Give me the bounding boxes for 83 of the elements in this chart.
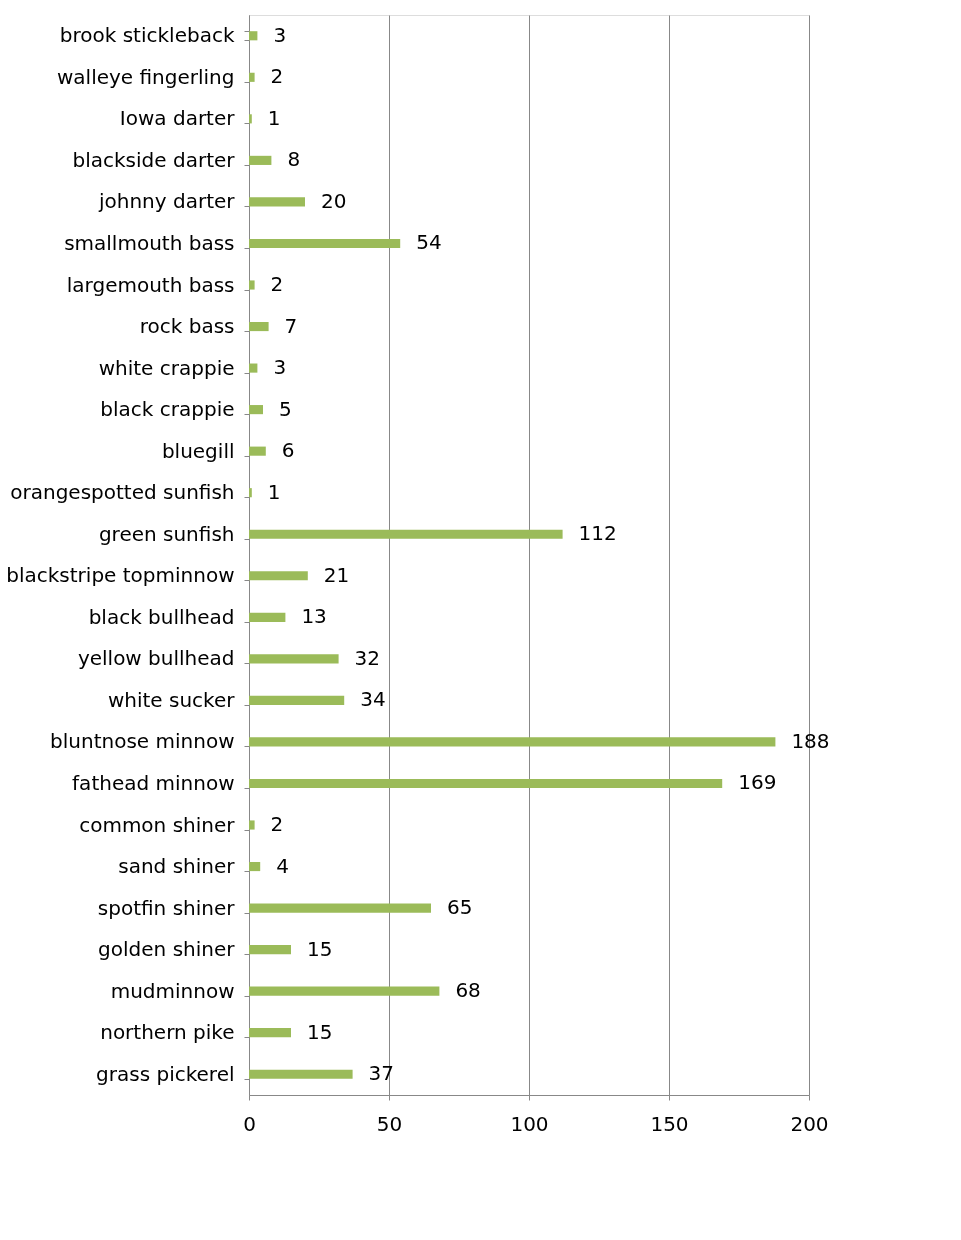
bar <box>249 612 286 622</box>
data-label: 15 <box>307 936 333 961</box>
data-label: 20 <box>321 188 347 213</box>
bar <box>249 114 252 124</box>
bar <box>249 238 401 249</box>
bar <box>249 405 263 415</box>
y-tick-label: johnny darter <box>97 189 236 214</box>
bar <box>249 488 252 498</box>
data-label: 1 <box>267 479 281 504</box>
data-label: 7 <box>284 313 298 338</box>
x-tick-label: 200 <box>790 1111 829 1136</box>
y-tick-label: grass pickerel <box>96 1061 235 1086</box>
bar <box>249 820 255 830</box>
data-label: 3 <box>273 22 287 47</box>
bar <box>249 737 776 747</box>
data-label: 37 <box>368 1061 395 1086</box>
y-tick-label: blackside darter <box>72 147 236 172</box>
data-label: 3 <box>273 355 287 380</box>
y-tick-label: bluntnose minnow <box>50 729 235 754</box>
y-tick-label: northern pike <box>100 1020 235 1045</box>
y-tick-label: common shiner <box>79 812 236 837</box>
data-label: 34 <box>360 687 386 712</box>
y-tick-label: white crappie <box>98 355 235 380</box>
data-label: 1 <box>267 105 281 130</box>
x-tick-label: 50 <box>376 1111 403 1136</box>
data-label: 21 <box>323 562 350 587</box>
bar <box>249 986 440 996</box>
bar <box>249 31 258 41</box>
data-label: 6 <box>281 438 295 463</box>
bar <box>249 446 266 456</box>
data-label: 5 <box>279 396 292 421</box>
bar <box>249 571 308 581</box>
y-tick-label: brook stickleback <box>59 23 235 48</box>
bar <box>249 155 272 165</box>
y-tick-label: largemouth bass <box>66 272 235 297</box>
y-tick-label: smallmouth bass <box>64 230 235 255</box>
bar <box>249 654 339 664</box>
y-tick-label: spotfin shiner <box>97 895 236 920</box>
bar <box>249 529 563 539</box>
bar <box>249 1028 291 1038</box>
data-label: 68 <box>455 978 481 1003</box>
y-tick-label: walleye fingerling <box>56 64 235 89</box>
y-tick-label: orangespotted sunfish <box>10 480 235 505</box>
data-label: 2 <box>270 64 284 89</box>
data-label: 188 <box>791 728 830 753</box>
y-tick-label: bluegill <box>161 438 235 463</box>
data-label: 13 <box>301 604 327 629</box>
y-tick-label: green sunfish <box>98 521 235 546</box>
bar <box>249 778 723 789</box>
y-tick-label: yellow bullhead <box>77 646 235 671</box>
y-tick-label: golden shiner <box>98 937 236 962</box>
bar <box>249 1069 353 1079</box>
data-label: 32 <box>354 645 381 670</box>
y-tick-label: black bullhead <box>88 604 235 629</box>
data-label: 4 <box>276 853 289 878</box>
bar <box>249 903 431 913</box>
y-tick-label: sand shiner <box>118 854 236 879</box>
bar <box>249 695 345 705</box>
data-label: 169 <box>738 770 777 795</box>
y-tick-label: mudminnow <box>110 978 235 1003</box>
bar <box>249 197 305 207</box>
data-label: 65 <box>447 895 473 920</box>
y-tick-label: white sucker <box>107 687 236 712</box>
bar <box>249 72 255 82</box>
data-label: 112 <box>578 521 617 546</box>
bar <box>249 321 269 332</box>
data-label: 2 <box>270 272 284 296</box>
x-tick-label: 150 <box>650 1111 689 1136</box>
y-tick-label: fathead minnow <box>72 770 235 795</box>
bar <box>249 861 261 872</box>
y-tick-label: black crappie <box>100 397 235 422</box>
y-tick-label: blackstripe topminnow <box>6 563 235 588</box>
data-label: 54 <box>416 230 442 255</box>
x-tick-label: 0 <box>243 1111 256 1136</box>
y-tick-label: rock bass <box>139 314 235 339</box>
bar <box>249 945 291 955</box>
bar <box>249 280 255 290</box>
y-tick-label: Iowa darter <box>119 106 236 131</box>
data-label: 15 <box>307 1019 333 1044</box>
data-label: 2 <box>270 812 284 836</box>
bar <box>249 363 258 373</box>
x-tick-label: 100 <box>510 1111 549 1136</box>
data-label: 8 <box>287 147 301 172</box>
